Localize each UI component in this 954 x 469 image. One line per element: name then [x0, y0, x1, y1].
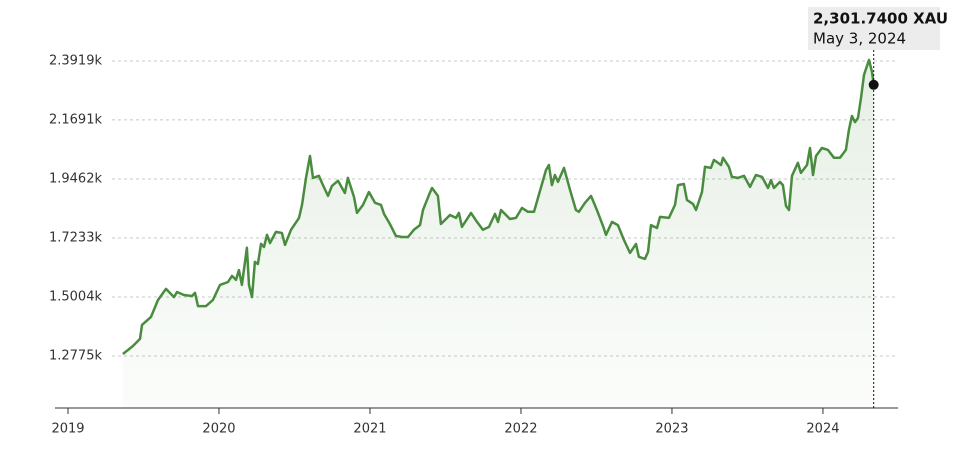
- x-tick-label: 2024: [806, 422, 839, 437]
- y-tick-label: 1.9462k: [49, 171, 102, 186]
- hover-dot: [868, 79, 879, 90]
- y-tick-label: 1.2775k: [49, 348, 102, 363]
- y-tick-label: 2.1691k: [49, 112, 102, 127]
- x-tick-label: 2019: [51, 422, 84, 437]
- y-tick-label: 1.5004k: [49, 289, 102, 304]
- plot: 1.2775k 1.5004k 1.7233k 1.9462k 2.1691k 2.391…: [49, 10, 898, 437]
- y-tick-label: 1.7233k: [49, 230, 102, 245]
- y-tick-label: 2.3919k: [49, 53, 102, 68]
- line: [122, 58, 875, 355]
- x-tick-label: 2021: [353, 422, 386, 437]
- area: [122, 59, 874, 409]
- tooltip-box: [808, 7, 940, 50]
- tooltip-value: 2,301.7400 XAU: [813, 10, 948, 28]
- x-tick-label: 2020: [202, 422, 235, 437]
- x-tick-label: 2023: [655, 422, 688, 437]
- tooltip-date: May 3, 2024: [813, 30, 906, 48]
- x-tick-label: 2022: [504, 422, 537, 437]
